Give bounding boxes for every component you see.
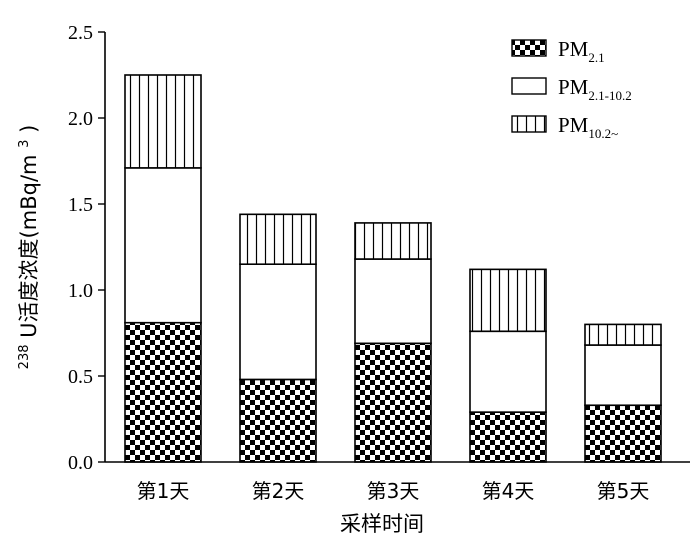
- legend-label: PM2.1: [558, 37, 605, 65]
- x-category-label: 第4天: [482, 479, 535, 503]
- x-category-label: 第5天: [597, 479, 650, 503]
- y-axis-title-main: U活度浓度(mBq/m: [17, 155, 41, 338]
- legend-label: PM2.1-10.2: [558, 75, 632, 103]
- bar-segment: [354, 222, 432, 260]
- bar-segment: [124, 74, 202, 169]
- legend: PM2.1 PM2.1-10.2 PM10.2~: [511, 37, 632, 141]
- x-category-label: 第1天: [137, 479, 190, 503]
- bar-segment: [354, 342, 432, 463]
- bar-segment: [124, 321, 202, 463]
- y-tick-label: 1.0: [68, 280, 93, 302]
- y-tick-label: 0.0: [68, 452, 93, 474]
- y-axis-title-close: ): [17, 125, 41, 133]
- legend-label: PM10.2~: [558, 113, 618, 141]
- bar-segment: [469, 268, 547, 333]
- y-axis-title-isotope-sup: 238: [17, 345, 32, 370]
- legend-swatch: [511, 115, 547, 133]
- x-category-labels: 第1天 第2天 第3天 第4天 第5天: [137, 479, 650, 503]
- bar-segment: [239, 263, 317, 381]
- bar-segment: [239, 378, 317, 463]
- bar-segment: [584, 404, 662, 463]
- x-category-label: 第2天: [252, 479, 305, 503]
- y-tick-label: 2.0: [68, 108, 93, 130]
- bar-segment: [469, 330, 547, 413]
- y-axis-title: 238 U活度浓度(mBq/m 3 ): [9, 125, 41, 370]
- x-category-label: 第3天: [367, 479, 420, 503]
- bar-segment: [354, 258, 432, 345]
- legend-swatch: [511, 39, 547, 57]
- bar-segment: [584, 323, 662, 346]
- legend-swatch: [511, 77, 547, 95]
- bars-layer: [124, 74, 662, 463]
- bar-segment: [239, 213, 317, 266]
- y-tick-label: 1.5: [68, 194, 93, 216]
- y-tick-label: 0.5: [68, 366, 93, 388]
- y-ticks: 0.0 0.5 1.0 1.5 2.0 2.5: [68, 22, 105, 474]
- bar-segment: [469, 411, 547, 463]
- bar-segment: [124, 167, 202, 324]
- x-axis-title: 采样时间: [340, 512, 424, 536]
- y-axis-title-unit-sup: 3: [17, 140, 32, 148]
- y-tick-label: 2.5: [68, 22, 93, 44]
- bar-segment: [584, 344, 662, 407]
